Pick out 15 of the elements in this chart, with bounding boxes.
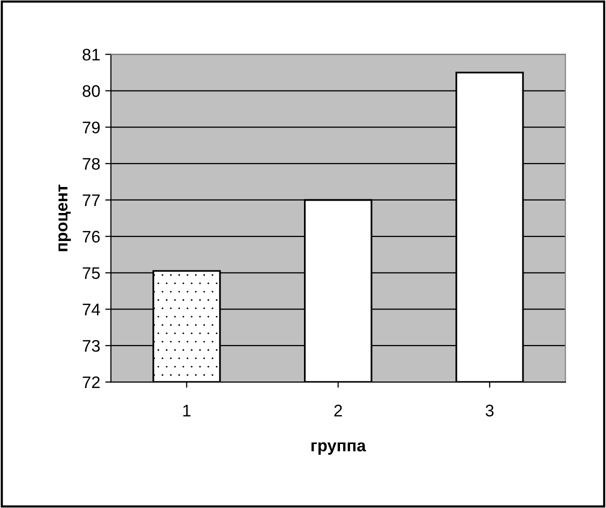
- y-tick-label: 78: [82, 158, 100, 170]
- y-axis-title: процент: [58, 184, 71, 252]
- y-tick-label: 77: [82, 194, 100, 206]
- x-tick-label: 1: [183, 404, 190, 416]
- y-tick-label: 75: [82, 267, 100, 279]
- x-axis-title: группа: [312, 442, 366, 455]
- y-tick-label: 81: [82, 48, 100, 61]
- y-tick-label: 76: [82, 230, 100, 243]
- x-tick-label: 2: [334, 404, 342, 416]
- y-tick-label: 80: [82, 85, 100, 97]
- x-tick-label: 3: [486, 404, 494, 416]
- y-tick-label: 74: [82, 304, 100, 316]
- y-tick-label: 79: [82, 122, 100, 134]
- y-tick-label: 72: [82, 376, 100, 388]
- y-tick-label: 73: [82, 340, 100, 352]
